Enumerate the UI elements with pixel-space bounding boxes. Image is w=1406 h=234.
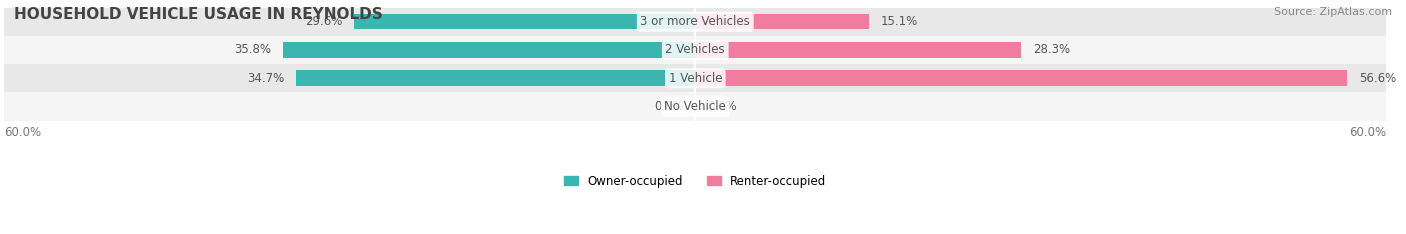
Text: 34.7%: 34.7% <box>247 72 284 85</box>
Bar <box>696 42 1021 58</box>
Text: Source: ZipAtlas.com: Source: ZipAtlas.com <box>1274 7 1392 17</box>
Text: 28.3%: 28.3% <box>1033 44 1070 56</box>
Text: 15.1%: 15.1% <box>880 15 918 28</box>
Text: 29.6%: 29.6% <box>305 15 343 28</box>
Text: 0.0%: 0.0% <box>707 100 737 113</box>
Bar <box>4 36 1386 64</box>
Text: 3 or more Vehicles: 3 or more Vehicles <box>640 15 751 28</box>
Bar <box>354 14 696 29</box>
Text: 56.6%: 56.6% <box>1358 72 1396 85</box>
Bar <box>4 92 1386 121</box>
Bar <box>295 70 696 86</box>
Text: 60.0%: 60.0% <box>1350 126 1386 139</box>
Text: 35.8%: 35.8% <box>235 44 271 56</box>
Bar <box>283 42 696 58</box>
Text: 2 Vehicles: 2 Vehicles <box>665 44 725 56</box>
Text: 60.0%: 60.0% <box>4 126 41 139</box>
Bar <box>696 70 1347 86</box>
Text: 0.0%: 0.0% <box>654 100 683 113</box>
Bar <box>696 14 869 29</box>
Bar <box>4 64 1386 92</box>
Text: 1 Vehicle: 1 Vehicle <box>668 72 723 85</box>
Legend: Owner-occupied, Renter-occupied: Owner-occupied, Renter-occupied <box>560 170 831 192</box>
Text: HOUSEHOLD VEHICLE USAGE IN REYNOLDS: HOUSEHOLD VEHICLE USAGE IN REYNOLDS <box>14 7 382 22</box>
Bar <box>4 7 1386 36</box>
Text: No Vehicle: No Vehicle <box>664 100 727 113</box>
